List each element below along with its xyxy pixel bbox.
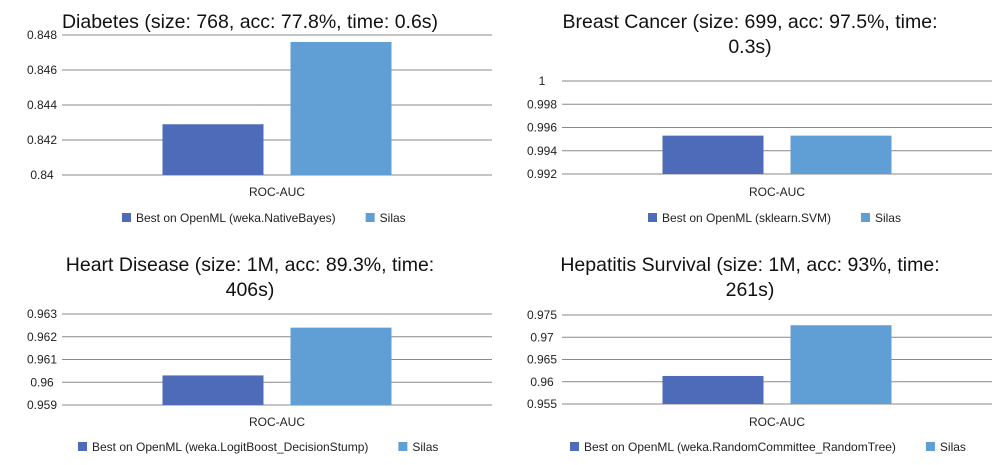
legend-label-best: Best on OpenML (weka.LogitBoost_Decision… [92,440,368,454]
chart-hepatitis-survival: Hepatitis Survival (size: 1M, acc: 93%, … [500,232,1000,464]
legend-swatch-best [648,213,657,222]
bar-best [162,375,264,405]
x-category-label: ROC-AUC [749,185,805,199]
bar-silas [790,135,892,174]
chart-title: Diabetes (size: 768, acc: 77.8%, time: 0… [61,11,439,33]
legend-label-best: Best on OpenML (weka.NativeBayes) [136,211,336,225]
bar-silas [290,42,392,175]
y-tick-label: 0.96 [530,375,554,389]
y-tick-label: 0.844 [27,98,57,112]
legend-label-silas: Silas [412,440,438,454]
legend-swatch-silas [365,213,375,222]
y-tick-label: 0.975 [527,308,557,322]
y-tick-label: 0.996 [527,121,557,135]
chart-heart-disease: Heart Disease (size: 1M, acc: 89.3%, tim… [0,232,500,464]
chart-diabetes: Diabetes (size: 768, acc: 77.8%, time: 0… [0,0,500,232]
chart-breast-cancer: Breast Cancer (size: 699, acc: 97.5%, ti… [500,0,1000,232]
y-tick-label: 0.959 [27,398,57,412]
bar-silas [290,327,392,405]
bar-best [162,124,264,175]
legend-swatch-silas [860,213,870,222]
bar-silas [790,325,892,404]
y-tick-label: 0.992 [527,167,557,181]
chart-title: Breast Cancer (size: 699, acc: 97.5%, ti… [562,11,938,58]
y-tick-label: 0.848 [27,28,57,42]
legend-swatch-best [78,442,87,451]
chart-title: Heart Disease (size: 1M, acc: 89.3%, tim… [65,254,435,301]
y-tick-label: 1 [539,74,546,88]
chart-plot: 0.992 0.994 0.996 0.998 1 ROC-AUC Best on Open… [527,74,992,225]
chart-plot: 0.84 0.842 0.844 0.846 0.848 ROC-AUC Best on O… [27,28,492,225]
legend-label-silas: Silas [380,211,406,225]
bar-best [662,375,764,404]
y-tick-label: 0.96 [30,375,54,389]
legend-swatch-best [570,442,579,451]
legend-label-silas: Silas [940,440,966,454]
y-tick-label: 0.97 [530,330,554,344]
chart-title: Hepatitis Survival (size: 1M, acc: 93%, … [560,254,940,301]
y-tick-label: 0.961 [27,353,57,367]
y-tick-label: 0.994 [527,144,557,158]
y-tick-label: 0.963 [27,307,57,321]
legend-label-silas: Silas [875,211,901,225]
chart-plot: 0.959 0.96 0.961 0.962 0.963 ROC-AUC Best on O… [27,307,492,454]
y-tick-label: 0.842 [27,133,57,147]
y-tick-label: 0.84 [30,168,54,182]
bar-best [662,135,764,174]
y-tick-label: 0.955 [527,397,557,411]
legend-swatch-silas [398,442,408,451]
legend-label-best: Best on OpenML (sklearn.SVM) [662,211,831,225]
y-tick-label: 0.965 [527,353,557,367]
x-category-label: ROC-AUC [749,415,805,429]
x-category-label: ROC-AUC [249,415,305,429]
legend-swatch-silas [925,442,935,451]
chart-plot: 0.955 0.96 0.965 0.97 0.975 ROC-AUC Best on Op… [527,308,992,454]
y-tick-label: 0.998 [527,97,557,111]
x-category-label: ROC-AUC [249,185,305,199]
legend-swatch-best [122,213,131,222]
y-tick-label: 0.846 [27,63,57,77]
y-tick-label: 0.962 [27,330,57,344]
legend-label-best: Best on OpenML (weka.RandomCommittee_Ran… [584,440,896,454]
